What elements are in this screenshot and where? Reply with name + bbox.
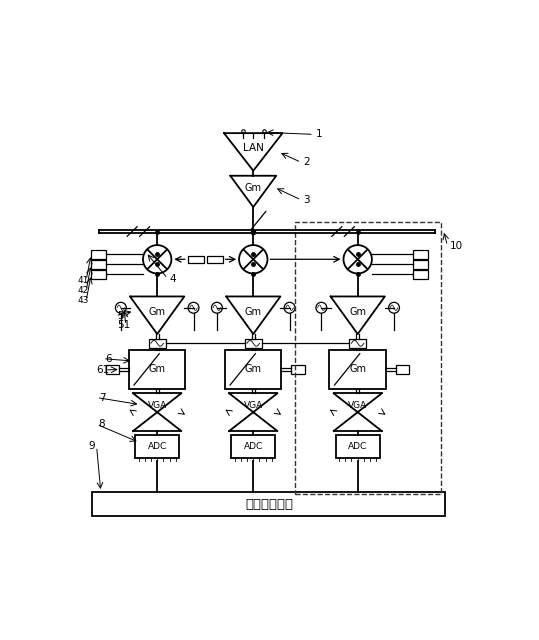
Text: 4: 4 [170,273,176,284]
Bar [91,269,106,279]
Bar [349,339,366,348]
Bar [413,250,428,259]
Text: Gm: Gm [349,364,366,374]
Text: Gm: Gm [149,364,165,374]
Bar [413,269,428,279]
Bar [245,339,261,348]
Text: 7: 7 [99,392,105,403]
Text: 8: 8 [99,419,105,429]
Text: 9: 9 [88,442,95,451]
Text: 2: 2 [303,157,310,168]
Bar [231,435,275,458]
Bar [225,349,281,389]
Text: Gm: Gm [349,307,366,317]
Text: Gm: Gm [245,307,262,317]
Bar [106,365,119,374]
Bar [91,260,106,269]
Text: 42: 42 [78,286,89,295]
Bar [149,339,165,348]
Text: 5: 5 [118,310,124,321]
Text: 处理控制模块: 处理控制模块 [245,497,293,511]
Text: ADC: ADC [348,442,367,451]
Text: Gm: Gm [245,183,262,193]
Bar [91,250,106,259]
Text: 51: 51 [118,320,131,330]
Text: 43: 43 [78,296,89,305]
Text: Gm: Gm [149,307,165,317]
Bar [413,260,428,269]
Bar [292,365,305,374]
Text: Gm: Gm [245,364,262,374]
Bar [207,255,223,263]
Bar [336,435,379,458]
Text: LAN: LAN [243,143,264,153]
Bar [135,435,179,458]
Text: ADC: ADC [244,442,263,451]
Bar [93,492,445,516]
Text: 6: 6 [105,354,112,364]
Text: 1: 1 [316,129,322,140]
Bar [129,349,185,389]
Text: 61: 61 [96,365,110,375]
Text: VGA: VGA [244,401,263,410]
Bar [396,365,409,374]
Text: ADC: ADC [148,442,167,451]
Text: 10: 10 [450,241,462,251]
Text: 3: 3 [303,195,310,205]
Text: 41: 41 [78,276,89,285]
Text: VGA: VGA [148,401,167,410]
Bar [295,221,441,494]
Bar [329,349,386,389]
Bar [188,255,204,263]
Text: VGA: VGA [348,401,367,410]
